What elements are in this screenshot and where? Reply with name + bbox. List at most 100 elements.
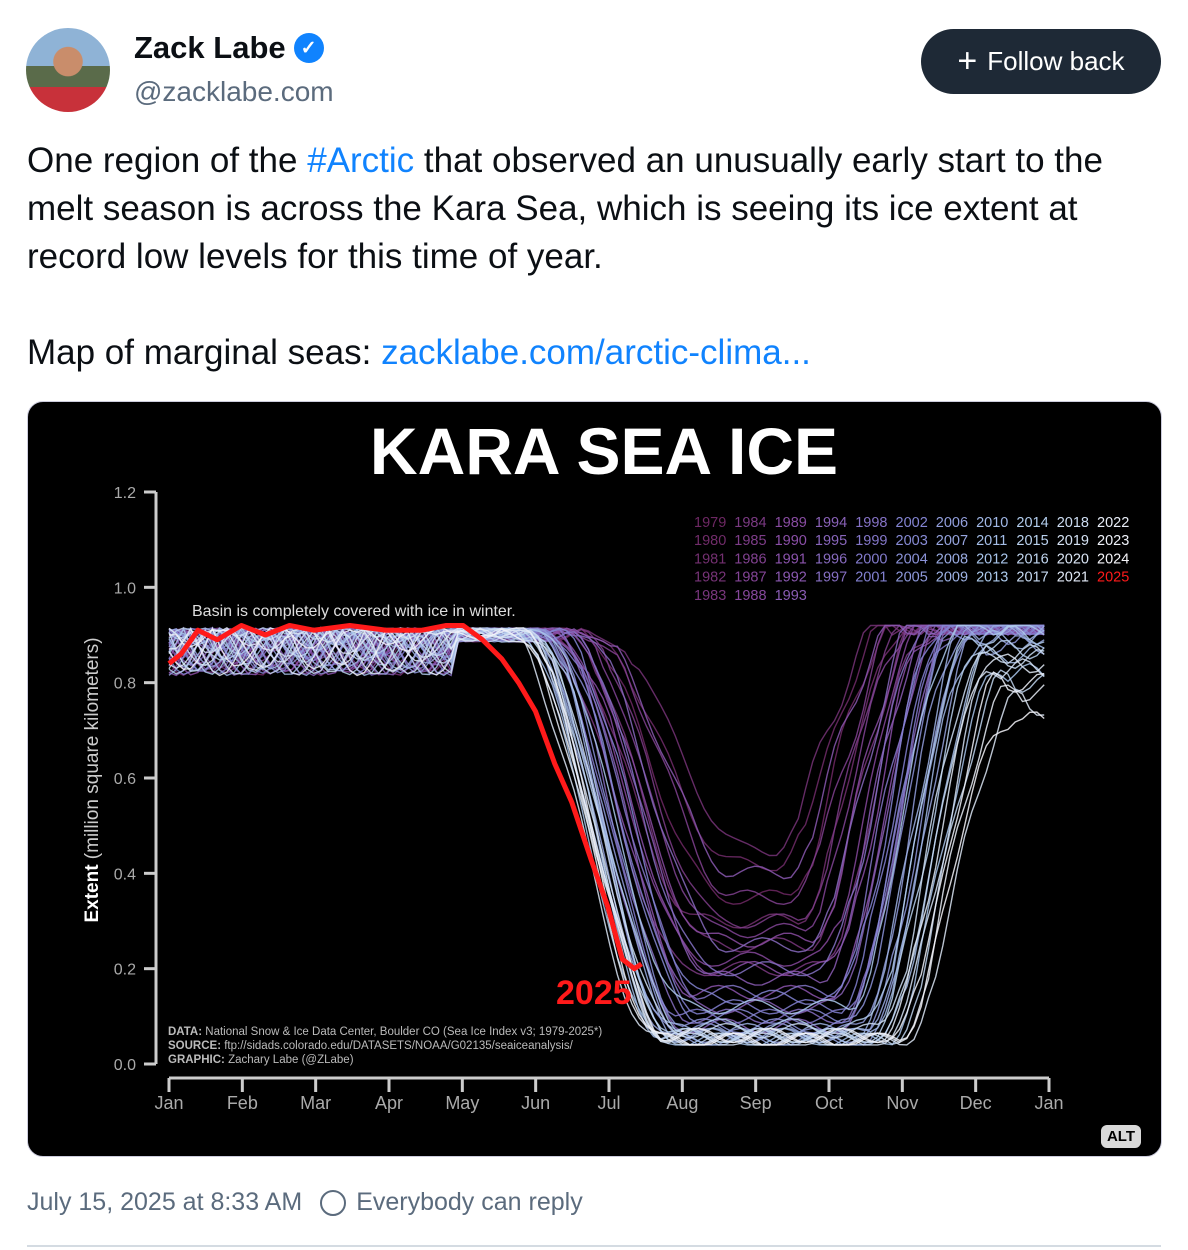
legend-year-2009: 2009 [936, 570, 968, 586]
y-tick-label: 0.0 [114, 1057, 136, 1074]
series-line-2015 [168, 626, 1045, 1044]
author-handle[interactable]: @zacklabe.com [134, 76, 334, 107]
legend-year-2021: 2021 [1057, 570, 1089, 586]
credit-line: DATA: National Snow & Ice Data Center, B… [168, 1026, 602, 1038]
legend-year-1986: 1986 [734, 551, 766, 567]
legend-year-2011: 2011 [976, 533, 1007, 549]
y-tick-label: 0.6 [114, 771, 136, 788]
legend-year-1982: 1982 [694, 570, 726, 586]
series-line-2001 [168, 624, 1045, 1015]
series-line-2016 [168, 627, 1045, 1046]
legend-year-1995: 1995 [815, 533, 847, 549]
x-tick-label: Feb [227, 1093, 258, 1113]
y-tick-label: 0.2 [114, 962, 136, 979]
alt-badge[interactable]: ALT [1100, 1125, 1141, 1148]
highlight-label: 2025 [556, 974, 632, 1012]
legend-year-1984: 1984 [734, 515, 766, 531]
legend-year-1994: 1994 [815, 515, 847, 531]
annotation: Basin is completely covered with ice in … [192, 603, 516, 620]
hashtag-link[interactable]: #Arctic [307, 141, 415, 180]
legend-year-2018: 2018 [1057, 515, 1089, 531]
legend-year-1999: 1999 [855, 533, 887, 549]
y-axis-label: Extent (million square kilometers) [82, 637, 103, 922]
y-tick-label: 1.0 [114, 580, 136, 597]
x-tick-label: Jun [521, 1093, 550, 1113]
legend-year-2017: 2017 [1016, 570, 1048, 586]
verified-badge-icon: ✓ [293, 33, 324, 63]
legend-year-1989: 1989 [775, 515, 807, 531]
legend-year-2003: 2003 [896, 533, 928, 549]
legend-year-2004: 2004 [896, 551, 928, 567]
reply-setting[interactable]: Everybody can reply [356, 1188, 583, 1216]
legend-year-1996: 1996 [815, 551, 847, 567]
legend-year-1993: 1993 [775, 588, 807, 604]
timestamp[interactable]: July 15, 2025 at 8:33 AM [27, 1188, 303, 1216]
series-line-1982 [168, 624, 1045, 857]
divider [27, 1245, 1161, 1247]
x-tick-label: Nov [886, 1093, 918, 1113]
chart-title: KARA SEA ICE [370, 414, 838, 488]
post-text: One region of the #Arctic that observed … [27, 137, 1157, 377]
text-part: that observed an unusually early start t… [27, 141, 1103, 276]
legend-year-1988: 1988 [734, 588, 766, 604]
legend-year-2016: 2016 [1016, 551, 1048, 567]
legend-year-1990: 1990 [775, 533, 807, 549]
post-meta: July 15, 2025 at 8:33 AM Everybody can re… [27, 1188, 583, 1217]
legend-year-2022: 2022 [1097, 515, 1129, 531]
series-line-2002 [168, 624, 1045, 1005]
legend-year-1992: 1992 [775, 570, 807, 586]
legend-year-2008: 2008 [936, 551, 968, 567]
x-tick-label: Apr [375, 1093, 403, 1113]
globe-icon [320, 1189, 347, 1216]
y-tick-label: 1.2 [114, 485, 136, 502]
post-image[interactable]: KARA SEA ICE 0.0 0.2 0.4 0.6 0.8 1.0 1.2 Jan Feb M… [27, 401, 1162, 1157]
plus-icon: + [957, 42, 978, 80]
x-tick-label: Oct [815, 1093, 843, 1113]
legend-year-2000: 2000 [855, 551, 887, 567]
x-tick-label: May [445, 1093, 479, 1113]
series-line-2023 [168, 627, 1045, 1044]
credit-line: SOURCE: ftp://sidads.colorado.edu/DATASE… [168, 1040, 574, 1052]
kara-sea-chart: KARA SEA ICE 0.0 0.2 0.4 0.6 0.8 1.0 1.2 Jan Feb M… [82, 414, 1129, 1113]
text-part: Map of marginal seas: [27, 333, 382, 372]
y-tick-label: 0.8 [114, 676, 136, 693]
x-tick-label: Jan [1034, 1093, 1063, 1113]
x-tick-label: Jan [154, 1093, 183, 1113]
x-tick-label: Dec [960, 1093, 992, 1113]
author-name[interactable]: Zack Labe ✓ [134, 30, 324, 66]
legend-year-2013: 2013 [976, 570, 1008, 586]
legend-year-1997: 1997 [815, 570, 847, 586]
x-tick-label: Sep [740, 1093, 772, 1113]
author-name-text: Zack Labe [134, 30, 286, 65]
legend-year-2025: 2025 [1097, 570, 1129, 586]
series-line-2021 [168, 627, 1045, 1044]
x-tick-label: Mar [300, 1093, 331, 1113]
y-tick-label: 0.4 [114, 866, 136, 883]
text-part: One region of the [27, 141, 308, 180]
legend-year-1985: 1985 [734, 533, 766, 549]
series-line-2019 [168, 627, 1045, 1046]
legend-year-1983: 1983 [694, 588, 726, 604]
map-link[interactable]: zacklabe.com/arctic-clima... [381, 333, 811, 372]
legend-year-2001: 2001 [855, 570, 887, 586]
legend-year-2020: 2020 [1057, 551, 1089, 567]
legend-year-2010: 2010 [976, 515, 1008, 531]
credit-line: GRAPHIC: Zachary Labe (@ZLabe) [168, 1054, 354, 1066]
legend-year-2012: 2012 [976, 551, 1008, 567]
legend-year-2019: 2019 [1057, 533, 1089, 549]
follow-label: Follow back [987, 46, 1125, 76]
x-tick-label: Jul [597, 1093, 620, 1113]
legend-year-1981: 1981 [694, 551, 726, 567]
series-line-2012 [168, 627, 1045, 1046]
legend-year-1987: 1987 [734, 570, 766, 586]
legend-year-1980: 1980 [694, 533, 726, 549]
follow-back-button[interactable]: + Follow back [921, 29, 1161, 94]
x-tick-label: Aug [666, 1093, 698, 1113]
series-line-2020 [168, 627, 1045, 1046]
legend-year-2002: 2002 [896, 515, 928, 531]
legend-year-2007: 2007 [936, 533, 968, 549]
legend-year-1991: 1991 [775, 551, 807, 567]
avatar[interactable] [26, 28, 110, 112]
legend-year-2023: 2023 [1097, 533, 1129, 549]
legend-year-1979: 1979 [694, 515, 726, 531]
